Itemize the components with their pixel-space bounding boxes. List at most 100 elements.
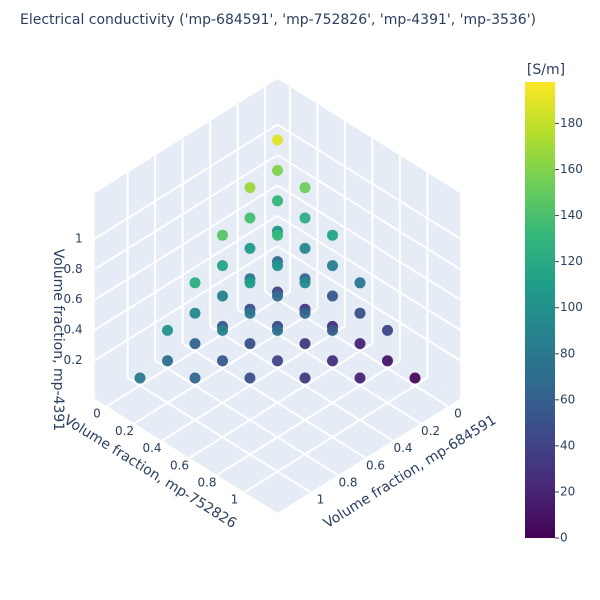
data-point	[272, 260, 283, 272]
data-point	[134, 372, 146, 384]
data-point	[327, 260, 338, 272]
grid-line	[133, 308, 318, 425]
data-point	[272, 195, 283, 207]
x-tick-label: 0.2	[421, 424, 440, 438]
data-point	[299, 307, 311, 319]
grid-line	[94, 184, 279, 301]
plot-walls	[94, 78, 461, 513]
data-point	[272, 164, 283, 176]
y-tick-label: 0.4	[142, 441, 161, 455]
data-point	[354, 338, 366, 350]
data-point	[272, 324, 283, 336]
grid-line	[264, 291, 449, 408]
z-axis-title: Volume fraction, mp-4391	[50, 249, 66, 431]
colorbar	[525, 82, 555, 538]
points	[134, 134, 421, 384]
data-point	[327, 290, 338, 302]
data-point	[217, 355, 228, 367]
grid-line	[188, 342, 373, 459]
colorbar-tick-label: 140	[560, 208, 583, 222]
data-point	[272, 355, 283, 367]
grid-line	[94, 123, 279, 240]
chart-title: Electrical conductivity ('mp-684591', 'm…	[20, 12, 536, 28]
x-tick-label: 0	[454, 407, 462, 421]
data-point	[382, 355, 393, 367]
y-tick-label: 0.8	[197, 476, 216, 490]
colorbar-tick-label: 100	[560, 300, 583, 314]
grid-line	[276, 214, 461, 331]
z-tick-label: 0.6	[64, 292, 83, 306]
data-point	[217, 229, 228, 241]
z-tick-label: 0.2	[64, 353, 83, 367]
y-tick-label: 1	[231, 493, 239, 507]
data-point	[382, 324, 393, 336]
back-wall	[94, 78, 278, 399]
colorbar-tick-label: 160	[560, 162, 583, 176]
grid-line	[94, 245, 279, 362]
y-tick-label: 0.6	[170, 458, 189, 472]
data-point	[272, 134, 283, 146]
grid-line	[94, 154, 279, 271]
grid-line	[276, 123, 461, 240]
data-point	[217, 260, 228, 272]
back-wall	[277, 78, 461, 399]
colorbar-tick-label: 180	[560, 116, 583, 130]
data-point	[189, 277, 201, 289]
data-point	[162, 324, 173, 336]
data-point	[299, 372, 311, 384]
z-tick-label: 0.8	[64, 262, 83, 276]
colorbar-tick-label: 40	[560, 438, 575, 452]
data-point	[354, 307, 366, 319]
x-tick-label: 0.4	[393, 441, 412, 455]
colorbar-tick-label: 20	[560, 484, 575, 498]
data-point	[299, 277, 311, 289]
data-point	[327, 229, 338, 241]
data-point	[162, 355, 173, 367]
colorbar-tick-label: 80	[560, 346, 575, 360]
data-point	[217, 290, 228, 302]
colorbar-tick-label: 0	[560, 531, 568, 545]
data-point	[299, 338, 311, 350]
data-point	[244, 307, 256, 319]
x-tick-label: 0.6	[366, 458, 385, 472]
grid-line	[94, 214, 279, 331]
x-tick-label: 1	[317, 493, 325, 507]
data-point	[354, 277, 366, 289]
x-tick-label: 0.8	[338, 476, 357, 490]
data-point	[189, 307, 201, 319]
grid-line	[276, 184, 461, 301]
grid-line	[127, 377, 312, 494]
data-point	[299, 212, 311, 224]
data-point	[244, 338, 256, 350]
grid-line	[243, 377, 428, 494]
data-point	[272, 290, 283, 302]
data-point	[244, 182, 256, 194]
grid-line	[209, 325, 394, 442]
y-tick-label: 0	[93, 407, 101, 421]
data-point	[327, 355, 338, 367]
data-point	[189, 338, 201, 350]
data-point	[244, 372, 256, 384]
grid-line	[106, 291, 291, 408]
grid-line	[276, 245, 461, 362]
data-point	[217, 324, 228, 336]
z-tick-label: 0.4	[64, 323, 83, 337]
colorbar-tick-label: 120	[560, 254, 583, 268]
grid-line	[216, 359, 401, 476]
data-point	[299, 242, 311, 254]
z-tick-label: 1	[75, 231, 83, 245]
data-point	[409, 372, 421, 384]
data-point	[354, 372, 366, 384]
data-point	[244, 277, 256, 289]
grid-line	[161, 325, 346, 442]
grid-line	[237, 308, 422, 425]
data-point	[189, 372, 201, 384]
data-point	[272, 229, 283, 241]
data-point	[327, 324, 338, 336]
grid-line	[154, 359, 339, 476]
grid-line	[182, 342, 367, 459]
colorbar-title: [S/m]	[527, 62, 565, 78]
data-point	[244, 242, 256, 254]
data-point	[299, 182, 311, 194]
